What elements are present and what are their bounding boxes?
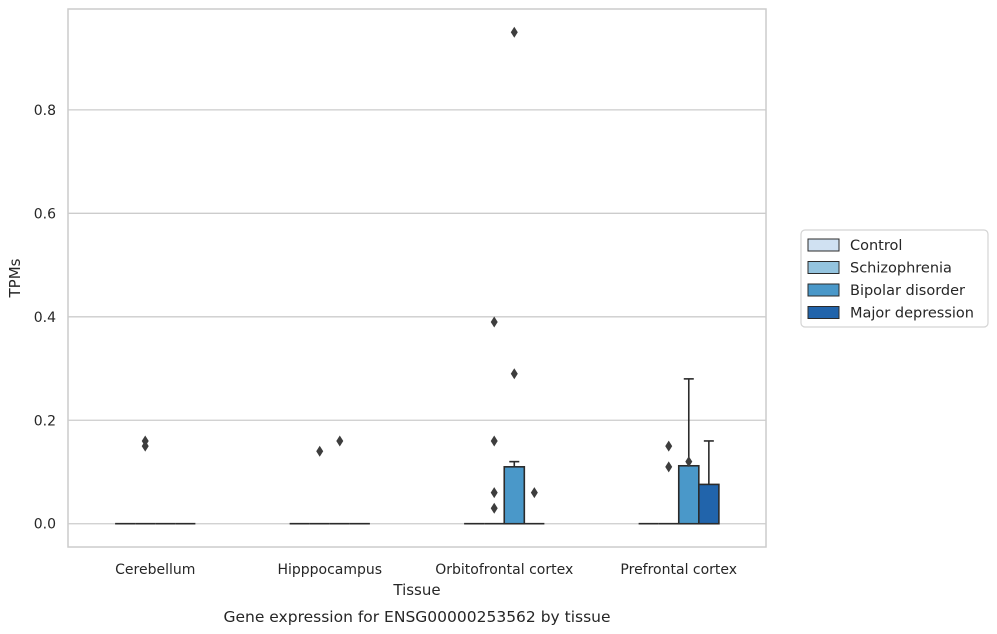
x-tick-label: Cerebellum: [115, 562, 195, 578]
legend-box: [800, 229, 989, 328]
outlier-point: [490, 487, 498, 499]
legend-swatch: [807, 306, 840, 319]
outlier-point: [490, 316, 498, 328]
outlier-point: [665, 440, 673, 452]
outlier-point: [141, 440, 149, 452]
y-tick-label: 0.6: [34, 206, 56, 222]
legend-swatch: [807, 261, 840, 274]
plot-frame: [67, 8, 767, 548]
y-tick-label: 0.8: [34, 103, 56, 119]
chart-caption: Gene expression for ENSG00000253562 by t…: [223, 608, 610, 626]
outlier-point: [490, 502, 498, 514]
legend-label: Major depression: [850, 306, 974, 322]
legend: Control Schizophrenia Bipolar disorder Majo…: [800, 229, 989, 328]
outlier-point: [510, 368, 518, 380]
x-axis-label: Tissue: [392, 581, 440, 599]
legend-swatch: [807, 283, 840, 297]
x-tick-labels: Cerebellum Hipppocampus Orbitofrontal cort…: [115, 562, 737, 578]
y-tick-label: 0.4: [34, 310, 56, 326]
grid-lines: [68, 109, 766, 525]
y-tick-label: 0.2: [34, 413, 56, 429]
outlier-point: [530, 487, 538, 499]
outlier-point: [685, 456, 693, 468]
outlier-point: [316, 445, 324, 457]
x-tick-label: Hipppocampus: [277, 562, 382, 578]
legend-label: Bipolar disorder: [850, 283, 965, 299]
outlier-point: [336, 435, 344, 447]
legend-label: Control: [850, 238, 902, 254]
bar: [503, 466, 526, 525]
legend-swatch: [807, 238, 840, 252]
bars: [115, 378, 720, 525]
bar: [698, 483, 720, 525]
x-tick-label: Prefrontal cortex: [620, 562, 737, 578]
outlier-points: [141, 26, 693, 514]
y-axis-label: TPMs: [6, 258, 24, 298]
y-tick-label: 0.0: [34, 517, 56, 533]
outlier-point: [490, 435, 498, 447]
legend-label: Schizophrenia: [850, 261, 952, 277]
outlier-point: [665, 461, 673, 473]
x-tick-label: Orbitofrontal cortex: [435, 562, 573, 578]
y-tick-labels: 0.0 0.2 0.4 0.6 0.8: [34, 103, 56, 533]
outlier-point: [510, 26, 518, 38]
bar: [677, 464, 700, 525]
